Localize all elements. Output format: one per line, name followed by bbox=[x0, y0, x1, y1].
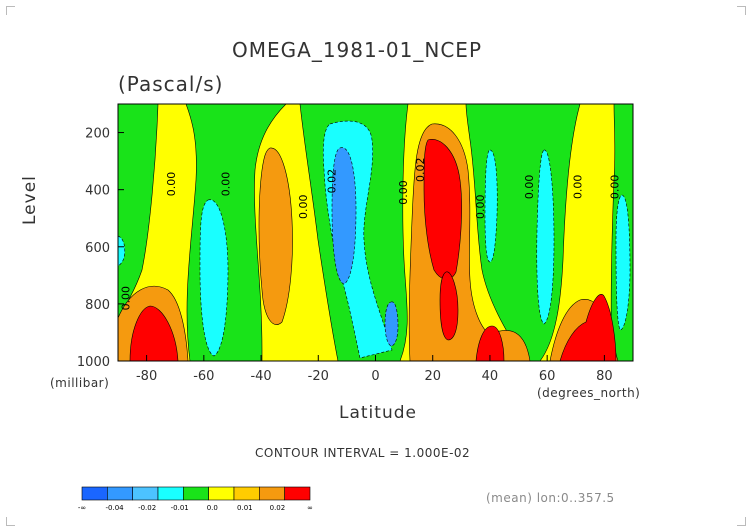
x-axis-units: (degrees_north) bbox=[537, 386, 641, 400]
field-red-sh-surface bbox=[129, 305, 179, 361]
x-tick-label: 60 bbox=[539, 369, 556, 384]
corner-mark-bl bbox=[6, 517, 15, 526]
colorbar-label: 0.02 bbox=[270, 504, 286, 512]
colorbar-label: -∞ bbox=[78, 504, 86, 512]
colorbar-swatch bbox=[183, 486, 209, 501]
colorbar-label: -0.04 bbox=[106, 504, 125, 512]
x-tick-label: -20 bbox=[308, 369, 329, 384]
contour-label: 0.00 bbox=[220, 172, 233, 197]
field-cyan-nh bbox=[536, 149, 555, 325]
chart-title: OMEGA_1981-01_NCEP bbox=[232, 38, 483, 62]
x-axis-label: Latitude bbox=[339, 403, 417, 423]
y-tick-label: 200 bbox=[85, 127, 110, 142]
colorbar-swatch bbox=[259, 486, 285, 501]
field-red-nh-lower bbox=[439, 271, 459, 341]
y-axis-units: (millibar) bbox=[50, 376, 110, 390]
colorbar-swatch bbox=[157, 486, 184, 501]
axes: -80 -60 -40 -20 0 20 40 60 80 200 400 600 800 1000 bbox=[77, 127, 613, 384]
x-tick-label: -80 bbox=[136, 369, 157, 384]
y-tick-label: 1000 bbox=[77, 355, 110, 370]
y-tick-label: 600 bbox=[85, 241, 110, 256]
contour-label: 0.00 bbox=[297, 195, 310, 220]
colorbar-label: ∞ bbox=[307, 504, 313, 512]
colorbar-label: 0.0 bbox=[207, 504, 218, 512]
contour-labels: 0.00 0.00 0.00 0.00 0.02 0.00 0.02 0.00 0.00 0.00… bbox=[119, 157, 621, 310]
field-blue-tropics bbox=[331, 147, 357, 285]
field-cyan-edge bbox=[118, 235, 126, 267]
plot-field bbox=[118, 104, 633, 361]
corner-mark-tl bbox=[6, 6, 15, 15]
colorbar-label: -0.02 bbox=[138, 504, 156, 512]
colorbar-label: 0.01 bbox=[237, 504, 253, 512]
contour-label: 0.00 bbox=[119, 286, 132, 311]
contour-label: 0.02 bbox=[414, 157, 427, 182]
contour-label: 0.00 bbox=[609, 175, 622, 200]
field-cyan-nh2 bbox=[484, 149, 498, 263]
x-tick-label: -60 bbox=[193, 369, 214, 384]
x-tick-label: 0 bbox=[371, 369, 379, 384]
field-orange-sh-mid bbox=[258, 147, 293, 325]
contour-label: 0.00 bbox=[572, 175, 585, 200]
field-blue-small bbox=[384, 301, 399, 347]
contour-label: 0.00 bbox=[165, 172, 178, 197]
field-red-nh-surface bbox=[475, 325, 505, 361]
y-tick-label: 800 bbox=[85, 298, 110, 313]
corner-mark-br bbox=[737, 517, 746, 526]
chart-units: (Pascal/s) bbox=[118, 72, 224, 96]
colorbar: -∞ -0.04 -0.02 -0.01 0.0 0.01 0.02 ∞ bbox=[78, 486, 313, 512]
colorbar-swatch bbox=[81, 486, 108, 501]
contour-label: 0.02 bbox=[325, 169, 338, 194]
contour-label: 0.00 bbox=[397, 180, 410, 205]
mean-footer-text: (mean) lon:0..357.5 bbox=[486, 491, 615, 505]
colorbar-label: -0.01 bbox=[171, 504, 189, 512]
corner-mark-tr bbox=[737, 6, 746, 15]
colorbar-swatch bbox=[132, 486, 159, 501]
x-tick-label: 40 bbox=[482, 369, 499, 384]
field-cyan-right bbox=[615, 194, 631, 331]
field-red-polar-surface bbox=[559, 294, 617, 361]
colorbar-swatch bbox=[233, 486, 260, 501]
colorbar-swatch bbox=[208, 486, 235, 501]
x-tick-label: -40 bbox=[250, 369, 271, 384]
x-tick-label: 80 bbox=[596, 369, 613, 384]
contour-label: 0.00 bbox=[474, 195, 487, 220]
contour-label: 0.00 bbox=[523, 175, 536, 200]
contour-interval-text: CONTOUR INTERVAL = 1.000E-02 bbox=[255, 446, 471, 460]
y-tick-label: 400 bbox=[85, 184, 110, 199]
colorbar-swatch bbox=[284, 486, 311, 501]
field-cyan-sh bbox=[199, 199, 229, 357]
colorbar-swatch bbox=[107, 486, 133, 501]
x-tick-label: 20 bbox=[424, 369, 441, 384]
